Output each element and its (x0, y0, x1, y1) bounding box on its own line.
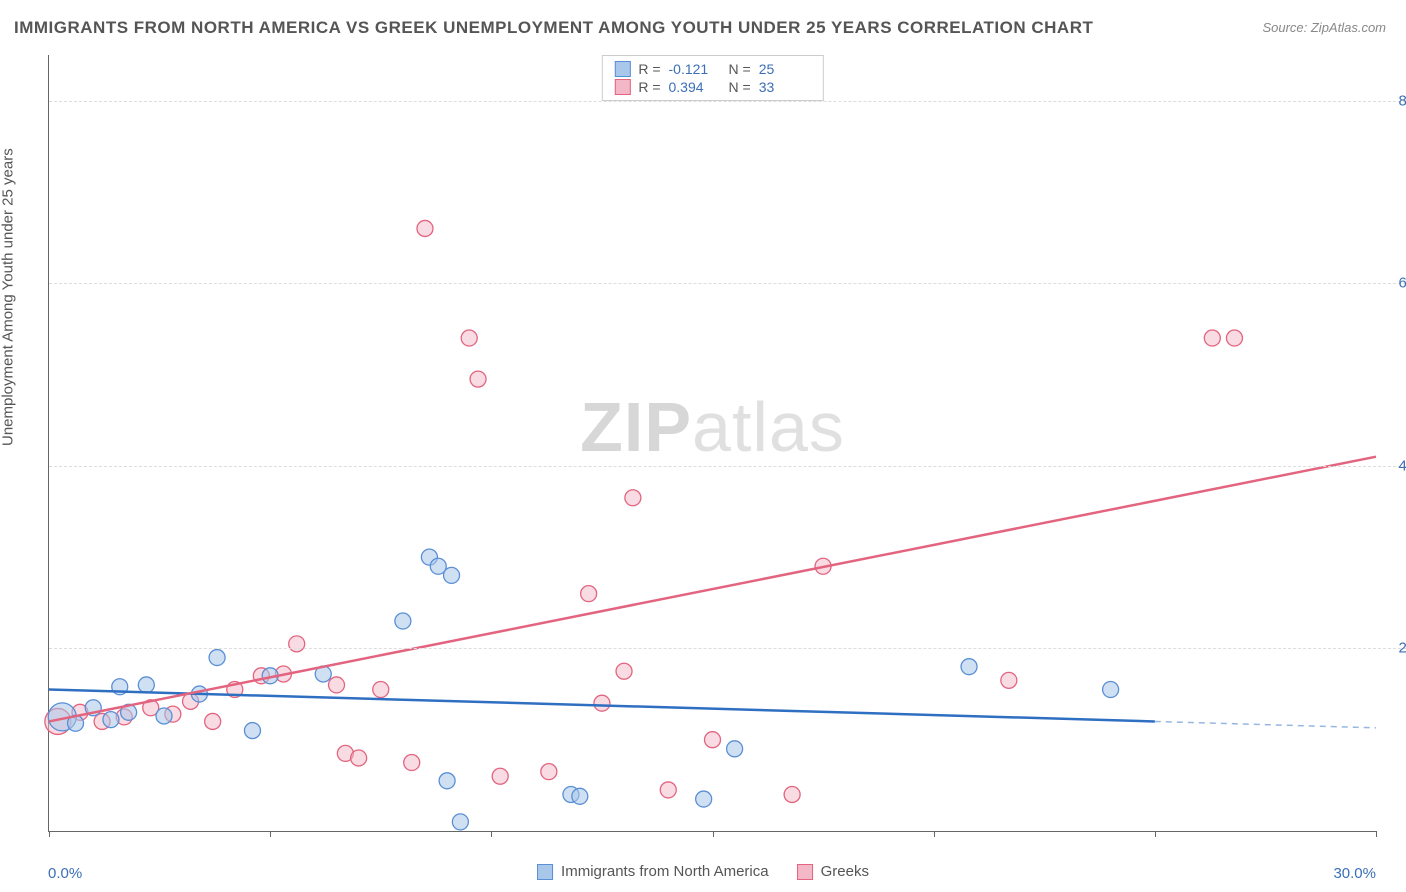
legend-swatch (614, 79, 630, 95)
gridline (49, 466, 1406, 467)
n-value: 33 (759, 79, 811, 95)
n-label: N = (729, 61, 751, 77)
data-point (205, 713, 221, 729)
legend-stat-row: R = -0.121 N = 25 (614, 60, 810, 78)
chart-svg (49, 55, 1376, 831)
r-label: R = (638, 79, 660, 95)
data-point (395, 613, 411, 629)
data-point (1226, 330, 1242, 346)
data-point (705, 732, 721, 748)
source-label: Source: ZipAtlas.com (1262, 20, 1386, 35)
data-point (103, 712, 119, 728)
r-label: R = (638, 61, 660, 77)
data-point (696, 791, 712, 807)
chart-title: IMMIGRANTS FROM NORTH AMERICA VS GREEK U… (14, 18, 1093, 38)
trend-line (49, 457, 1376, 722)
y-tick-label: 80.0% (1398, 92, 1406, 109)
legend-swatch (614, 61, 630, 77)
data-point (329, 677, 345, 693)
gridline (49, 101, 1406, 102)
legend-swatch (797, 864, 813, 880)
x-tick (934, 831, 935, 837)
data-point (541, 764, 557, 780)
data-point (461, 330, 477, 346)
legend-series: Immigrants from North America Greeks (537, 863, 869, 880)
data-point (616, 663, 632, 679)
legend-series-label: Greeks (821, 863, 869, 880)
x-axis-max-label: 30.0% (1333, 865, 1376, 882)
data-point (1001, 672, 1017, 688)
data-point (417, 220, 433, 236)
data-point (244, 723, 260, 739)
n-value: 25 (759, 61, 811, 77)
legend-series-item: Greeks (797, 863, 869, 880)
y-tick-label: 60.0% (1398, 275, 1406, 292)
data-point (439, 773, 455, 789)
x-tick (270, 831, 271, 837)
data-point (138, 677, 154, 693)
data-point (961, 659, 977, 675)
data-point (444, 567, 460, 583)
data-point (351, 750, 367, 766)
plot-area: ZIPatlas R =-0.121N =25R =0.394N =33 20.… (48, 55, 1376, 832)
data-point (594, 695, 610, 711)
data-point (625, 490, 641, 506)
y-tick-label: 40.0% (1398, 457, 1406, 474)
data-point (1103, 681, 1119, 697)
gridline (49, 648, 1406, 649)
legend-series-item: Immigrants from North America (537, 863, 769, 880)
data-point (289, 636, 305, 652)
legend-stats: R = -0.121 N = 25 R = 0.394 N = 33 (601, 55, 823, 101)
data-point (209, 650, 225, 666)
y-axis-title: Unemployment Among Youth under 25 years (0, 148, 17, 446)
data-point (492, 768, 508, 784)
legend-stat-row: R = 0.394 N = 33 (614, 78, 810, 96)
x-tick (1376, 831, 1377, 837)
gridline (49, 283, 1406, 284)
data-point (660, 782, 676, 798)
r-value: 0.394 (669, 79, 721, 95)
legend-swatch (537, 864, 553, 880)
n-label: N = (729, 79, 751, 95)
data-point (470, 371, 486, 387)
data-point (452, 814, 468, 830)
data-point (572, 788, 588, 804)
r-value: -0.121 (669, 61, 721, 77)
y-tick-label: 20.0% (1398, 640, 1406, 657)
legend-series-label: Immigrants from North America (561, 863, 769, 880)
x-axis-min-label: 0.0% (48, 865, 82, 882)
data-point (156, 708, 172, 724)
data-point (404, 755, 420, 771)
data-point (581, 586, 597, 602)
data-point (784, 786, 800, 802)
trend-line-ext (1155, 721, 1376, 727)
x-tick (49, 831, 50, 837)
data-point (727, 741, 743, 757)
x-tick (491, 831, 492, 837)
data-point (1204, 330, 1220, 346)
x-tick (713, 831, 714, 837)
data-point (373, 681, 389, 697)
x-tick (1155, 831, 1156, 837)
